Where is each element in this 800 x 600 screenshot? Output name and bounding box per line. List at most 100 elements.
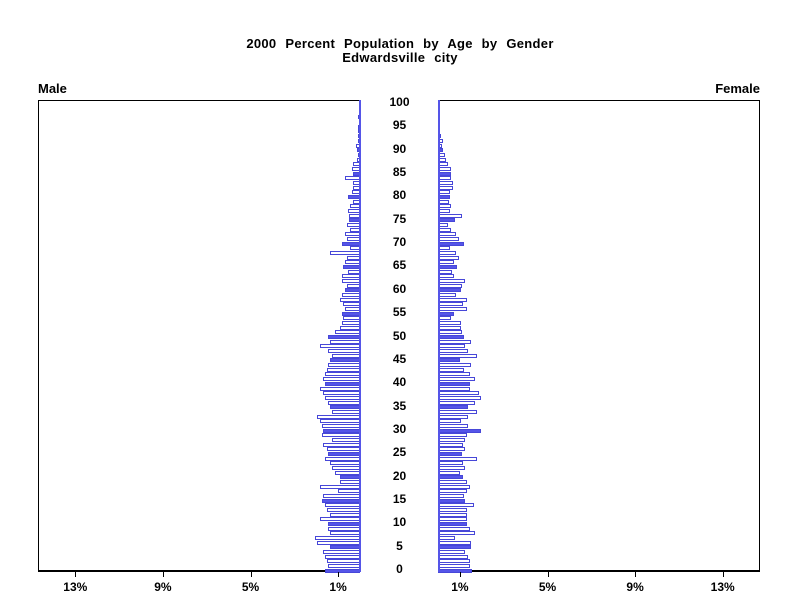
age-tick-label-95: 95: [392, 118, 407, 133]
bar-male-age-21: [335, 470, 360, 475]
female-tick-label-13pct: 13%: [710, 580, 735, 594]
bar-female-age-19: [438, 479, 467, 484]
bar-male-age-68: [330, 250, 360, 255]
bar-male-age-16: [323, 494, 360, 498]
bar-male-age-51: [335, 330, 360, 335]
bar-female-age-51: [438, 330, 463, 335]
bar-male-age-19: [340, 479, 360, 484]
bar-female-age-58: [438, 297, 468, 302]
bar-female-age-56: [438, 307, 468, 311]
bar-female-age-31: [438, 423, 468, 428]
bar-female-age-45: [438, 358, 460, 363]
bar-male-age-67: [346, 255, 360, 260]
bar-male-age-10: [328, 522, 360, 526]
bar-male-age-9: [328, 526, 360, 531]
bar-male-age-70: [341, 241, 360, 246]
bar-female-age-6: [438, 540, 471, 545]
bar-male-age-46: [331, 353, 360, 358]
bar-female-age-20: [438, 475, 463, 480]
bar-female-age-15: [438, 498, 465, 503]
bar-male-age-30: [323, 428, 360, 433]
age-tick-label-50: 50: [392, 328, 407, 343]
bar-male-age-38: [323, 391, 360, 396]
bar-female-age-24: [438, 456, 477, 461]
bar-female-age-39: [438, 386, 470, 391]
chart-title: 2000 Percent Population by Age by Gender: [246, 36, 554, 51]
bar-female-age-55: [438, 311, 454, 316]
bar-female-age-34: [438, 409, 478, 414]
male-inner-axis-line: [359, 100, 361, 572]
bar-male-age-27: [323, 442, 360, 447]
bar-female-age-28: [438, 437, 465, 442]
age-tick-label-45: 45: [392, 351, 407, 366]
bar-male-age-11: [319, 517, 360, 522]
age-tick-label-20: 20: [392, 468, 407, 483]
bar-male-age-84: [344, 176, 360, 181]
bar-female-age-76: [438, 213, 463, 218]
bar-female-age-18: [438, 484, 470, 489]
female-tick-5pct: [547, 572, 549, 577]
male-tick-9pct: [162, 572, 164, 577]
bar-male-age-65: [343, 265, 360, 269]
female-tick-13pct: [722, 572, 724, 577]
bar-male-age-43: [327, 367, 360, 372]
age-tick-label-35: 35: [392, 398, 407, 413]
bar-male-age-66: [345, 260, 360, 265]
bar-female-age-27: [438, 442, 463, 447]
bar-male-age-55: [341, 311, 360, 316]
bar-female-age-84: [438, 176, 452, 181]
bar-male-age-49: [330, 339, 360, 344]
bar-female-age-22: [438, 465, 465, 470]
bar-male-age-60: [345, 288, 360, 293]
age-tick-label-80: 80: [392, 188, 407, 203]
male-bars: [39, 101, 360, 573]
female-bars: [438, 101, 759, 573]
age-tick-label-40: 40: [392, 375, 407, 390]
bar-male-age-41: [323, 377, 360, 382]
bar-male-age-34: [331, 409, 360, 414]
age-tick-label-10: 10: [392, 515, 407, 530]
bar-female-age-47: [438, 349, 468, 354]
bar-female-age-9: [438, 526, 470, 531]
age-tick-label-5: 5: [396, 538, 403, 553]
age-tick-label-15: 15: [392, 492, 407, 507]
bar-female-age-63: [438, 274, 454, 279]
bar-male-age-45: [330, 358, 360, 363]
bar-female-age-71: [438, 236, 459, 241]
bar-male-age-15: [321, 498, 360, 503]
age-tick-label-65: 65: [392, 258, 407, 273]
bar-male-age-23: [330, 461, 360, 466]
bar-female-age-40: [438, 381, 470, 386]
bar-female-age-59: [438, 293, 457, 297]
age-tick-label-30: 30: [392, 422, 407, 436]
bar-male-age-3: [325, 554, 360, 559]
bar-female-age-14: [438, 503, 475, 508]
bar-male-age-57: [343, 302, 360, 307]
bar-male-age-35: [330, 405, 360, 410]
bar-male-age-39: [319, 386, 360, 391]
bar-female-age-50: [438, 335, 465, 340]
bar-male-age-48: [319, 344, 360, 349]
bar-male-age-1: [328, 564, 360, 569]
male-tick-label-5pct: 5%: [241, 580, 260, 594]
age-tick-label-75: 75: [392, 211, 407, 226]
bar-female-age-29: [438, 433, 467, 438]
bar-female-age-65: [438, 265, 458, 269]
bar-female-age-36: [438, 400, 475, 405]
male-tick-label-1pct: 1%: [329, 580, 347, 594]
bar-male-age-2: [327, 559, 360, 564]
bar-male-age-20: [340, 475, 360, 480]
male-tick-label-13pct: 13%: [63, 580, 88, 594]
bar-female-age-48: [438, 344, 466, 349]
bar-female-age-16: [438, 494, 465, 498]
bar-female-age-46: [438, 353, 478, 358]
female-tick-label-9pct: 9%: [626, 580, 644, 594]
bar-female-age-23: [438, 461, 463, 466]
bar-female-age-83: [438, 180, 453, 185]
bar-male-age-14: [325, 503, 360, 508]
bar-female-age-21: [438, 470, 460, 475]
age-tick-label-90: 90: [392, 141, 407, 156]
bar-male-age-18: [319, 484, 360, 489]
bar-male-age-63: [341, 274, 360, 279]
bar-male-age-54: [343, 316, 360, 321]
